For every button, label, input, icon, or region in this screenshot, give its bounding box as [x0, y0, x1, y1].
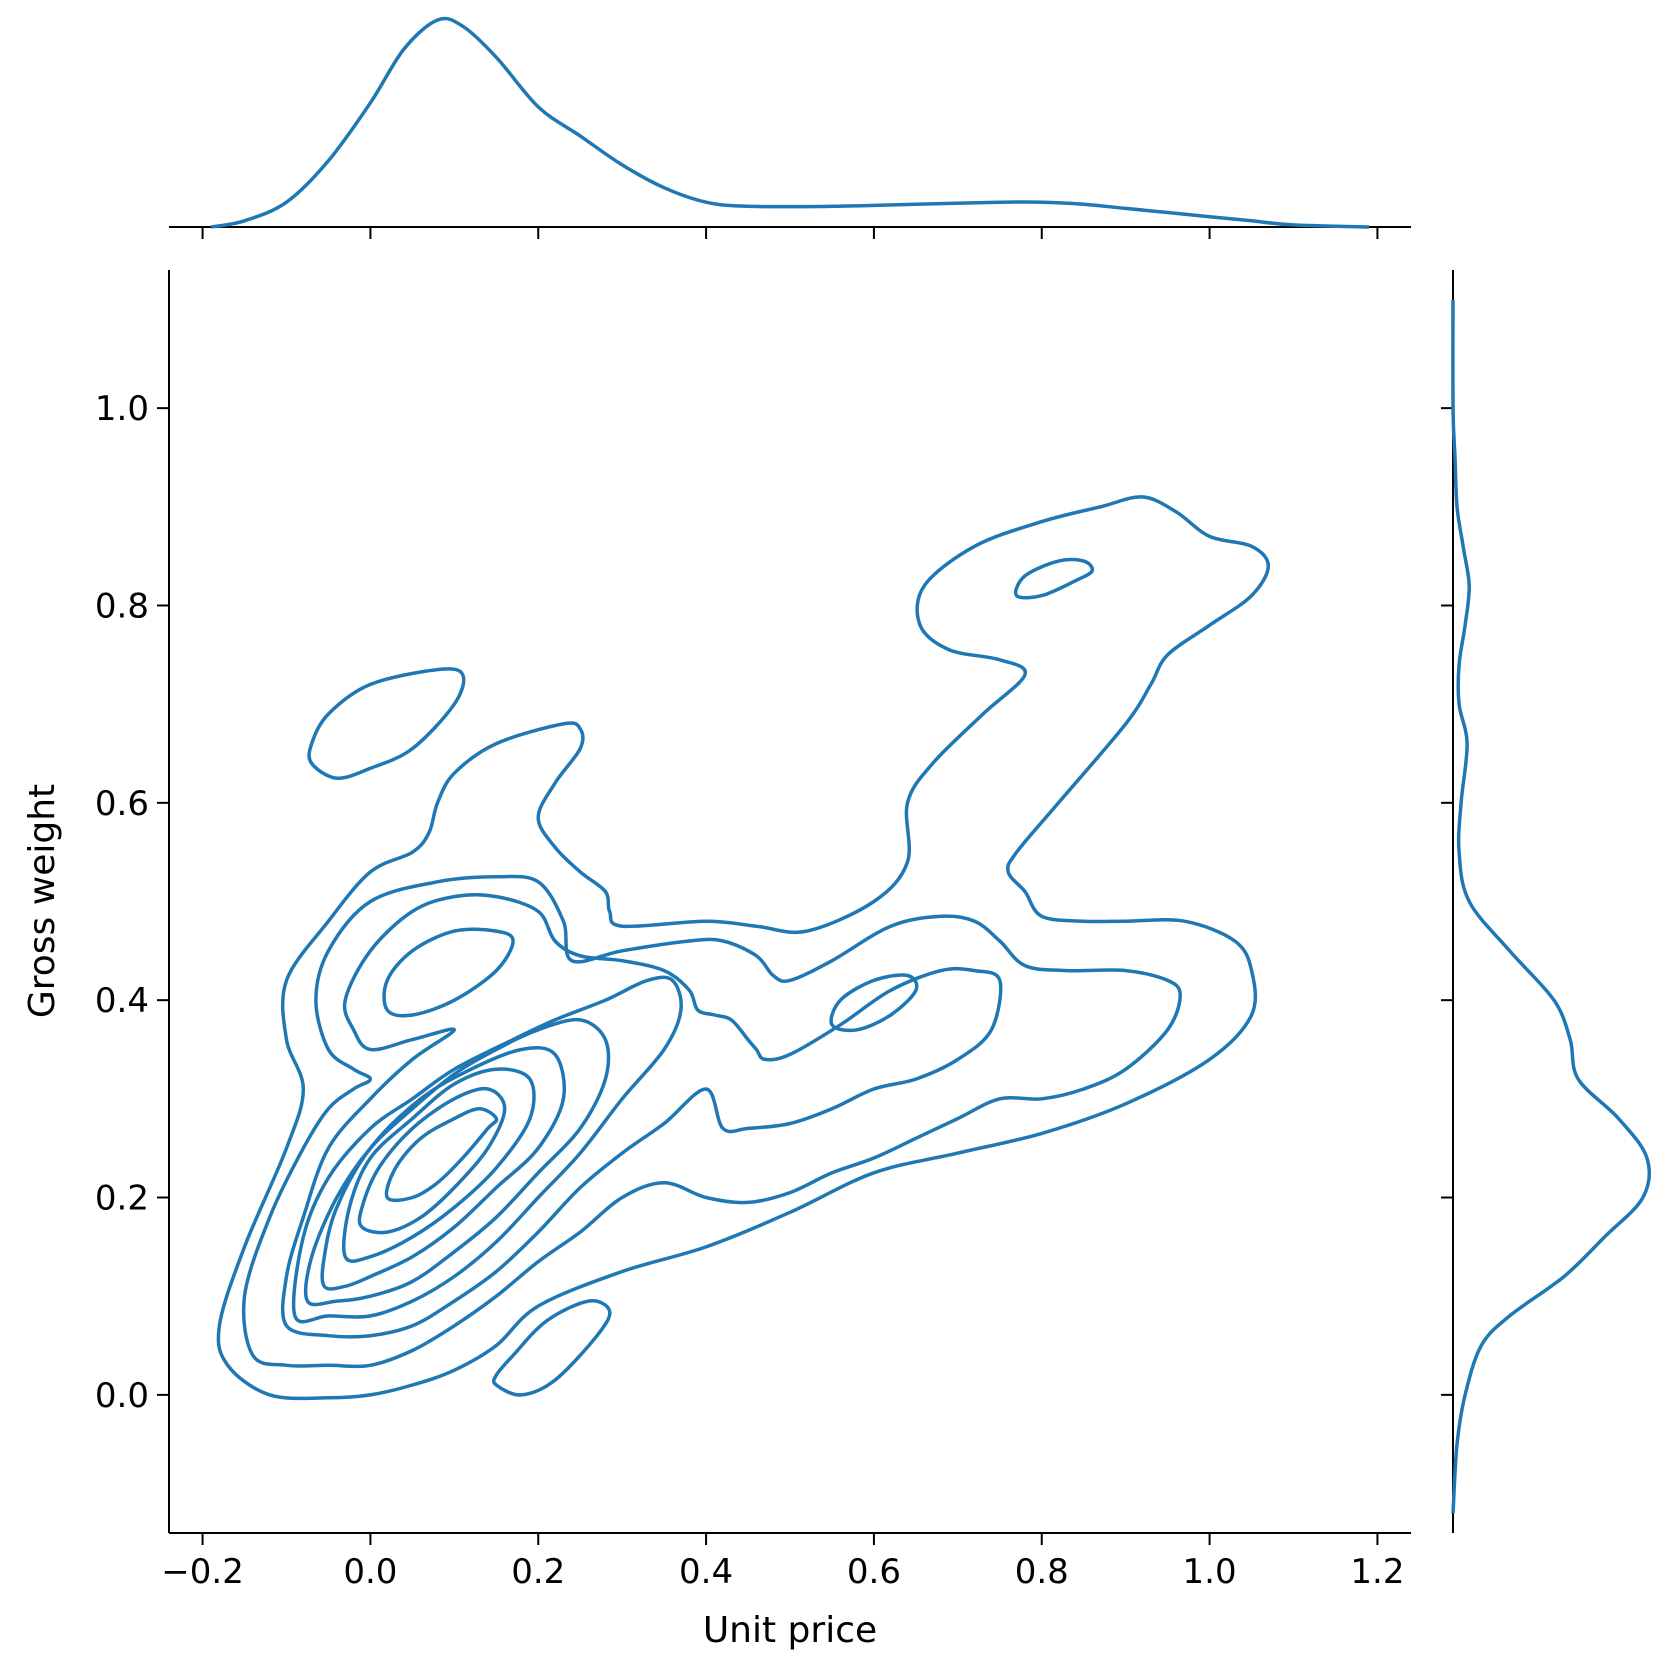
contour-line-level-7 — [342, 1067, 536, 1263]
contour-line-level-2 — [241, 874, 1182, 1369]
contour-line-level-8 — [357, 1086, 507, 1235]
y-axis-ticks: 0.0 0.2 0.4 0.6 0.8 1.0 — [95, 389, 169, 1416]
x-density-curve — [210, 16, 1370, 229]
x-axis-ticks: −0.2 0.0 0.2 0.4 0.6 0.8 1.0 1.2 — [161, 1533, 1404, 1592]
contour-line-level-12 — [491, 1299, 612, 1397]
x-tick-label: −0.2 — [161, 1552, 244, 1592]
kde-contours — [216, 495, 1271, 1401]
x-tick-label: 0.4 — [679, 1552, 733, 1592]
y-tick-label: 1.0 — [95, 389, 149, 429]
y-tick-label: 0.8 — [95, 586, 149, 626]
y-tick-label: 0.6 — [95, 784, 149, 824]
contour-line-level-9 — [384, 1106, 499, 1203]
contour-line-level-4 — [291, 975, 683, 1324]
contour-line-level-14 — [1013, 557, 1095, 600]
x-tick-label: 1.0 — [1183, 1552, 1237, 1592]
y-tick-label: 0.2 — [95, 1179, 149, 1219]
contour-line-level-1 — [216, 495, 1271, 1401]
x-tick-label: 0.6 — [847, 1552, 901, 1592]
x-tick-label: 0.8 — [1015, 1552, 1069, 1592]
top-marginal-ticks — [201, 227, 1379, 239]
x-tick-label: 1.2 — [1350, 1552, 1404, 1592]
contour-line-level-6 — [320, 1046, 567, 1291]
x-tick-label: 0.2 — [511, 1552, 565, 1592]
y-density-curve — [1451, 299, 1652, 1514]
contour-line-level-11 — [307, 667, 466, 780]
right-marginal-ticks — [1441, 407, 1453, 1396]
x-tick-label: 0.0 — [343, 1552, 397, 1592]
contour-line-level-3 — [280, 892, 1003, 1339]
x-axis-label: Unit price — [703, 1610, 877, 1651]
top-marginal-x-density — [169, 16, 1411, 239]
y-tick-label: 0.0 — [95, 1376, 149, 1416]
y-tick-label: 0.4 — [95, 981, 149, 1021]
y-axis-label: Gross weight — [22, 784, 63, 1018]
right-marginal-y-density — [1441, 270, 1652, 1533]
joint-kde-axes: −0.2 0.0 0.2 0.4 0.6 0.8 1.0 1.2 0.00.20.40.60.… — [95, 270, 1411, 1592]
contour-line-level-13 — [829, 973, 919, 1033]
contour-line-level-10 — [382, 927, 515, 1018]
